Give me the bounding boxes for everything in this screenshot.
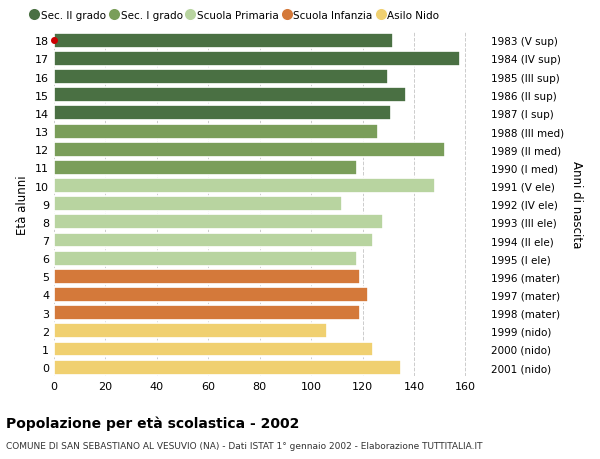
Text: COMUNE DI SAN SEBASTIANO AL VESUVIO (NA) - Dati ISTAT 1° gennaio 2002 - Elaboraz: COMUNE DI SAN SEBASTIANO AL VESUVIO (NA)… [6,441,482,450]
Bar [54,106,391,121]
Bar [54,124,378,139]
Bar [54,88,406,103]
Bar [54,269,360,284]
Bar [54,142,445,157]
Bar [54,179,434,194]
Bar [54,287,368,302]
Bar [54,161,358,175]
Y-axis label: Età alunni: Età alunni [16,174,29,234]
Bar [54,251,358,266]
Bar [54,342,373,357]
Bar [54,34,394,49]
Bar [54,52,460,67]
Bar [54,360,401,375]
Bar [54,306,360,320]
Bar [54,233,373,248]
Text: Popolazione per età scolastica - 2002: Popolazione per età scolastica - 2002 [6,415,299,430]
Bar [54,215,383,230]
Y-axis label: Anni di nascita: Anni di nascita [571,161,583,248]
Bar [54,324,326,338]
Bar [54,70,388,85]
Legend: Sec. II grado, Sec. I grado, Scuola Primaria, Scuola Infanzia, Asilo Nido: Sec. II grado, Sec. I grado, Scuola Prim… [29,9,442,23]
Bar [54,197,342,212]
